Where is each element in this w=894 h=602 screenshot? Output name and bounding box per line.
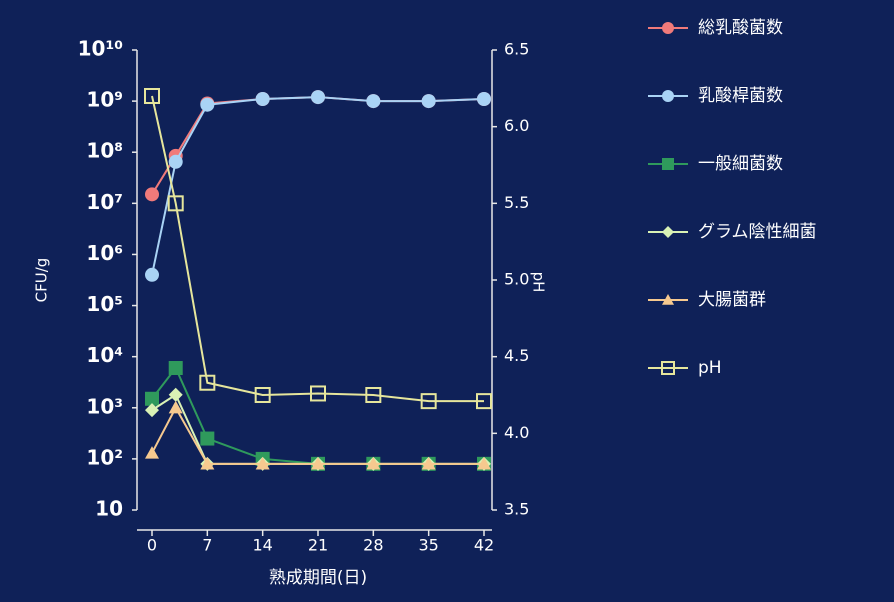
y2-tick-label: 5.5 xyxy=(504,193,529,212)
data-point xyxy=(145,446,159,459)
data-point xyxy=(477,456,491,470)
legend-label: pH xyxy=(698,358,722,378)
series-line xyxy=(151,405,484,465)
y2-axis-label: pH xyxy=(530,272,548,293)
y-tick-label: 10⁶ xyxy=(86,241,123,265)
y2-tick-label: 6.0 xyxy=(504,116,529,135)
y-tick-label: 10⁴ xyxy=(86,343,123,367)
y-tick-label: 10 xyxy=(95,497,123,521)
series-line xyxy=(151,95,484,403)
series-line xyxy=(151,96,485,195)
data-point xyxy=(477,91,491,106)
data-point xyxy=(168,400,183,414)
x-tick-label: 35 xyxy=(418,536,438,555)
data-point xyxy=(310,385,326,402)
series-line xyxy=(151,96,485,275)
legend-marker xyxy=(662,226,674,238)
legend-marker xyxy=(662,158,674,170)
data-point xyxy=(168,154,183,169)
data-point xyxy=(255,91,270,106)
x-tick-label: 7 xyxy=(202,536,212,555)
data-point xyxy=(200,456,215,470)
x-tick-label: 0 xyxy=(147,536,157,555)
legend-label: 乳酸桿菌数 xyxy=(698,86,783,106)
data-point xyxy=(200,431,215,446)
y-tick-label: 10⁹ xyxy=(86,88,123,112)
data-point xyxy=(311,90,325,105)
legend-marker xyxy=(662,90,674,102)
y-tick-label: 10⁸ xyxy=(86,139,123,163)
y2-tick-label: 4.0 xyxy=(504,423,529,442)
data-point xyxy=(144,88,160,104)
y-tick-label: 10⁵ xyxy=(86,292,123,316)
y2-tick-label: 3.5 xyxy=(504,500,529,519)
data-point xyxy=(476,393,492,410)
y-tick-label: 10³ xyxy=(86,394,123,418)
data-point xyxy=(311,456,325,470)
data-point xyxy=(421,94,436,109)
data-point xyxy=(255,456,270,470)
x-tick-label: 21 xyxy=(308,536,328,555)
legend-marker xyxy=(662,22,674,34)
legend-label: グラム陰性細菌 xyxy=(698,222,817,242)
y-tick-label: 10² xyxy=(86,445,123,469)
data-point xyxy=(200,97,215,112)
y-tick-label: 10⁷ xyxy=(86,190,123,214)
data-point xyxy=(168,361,183,376)
data-point xyxy=(421,456,436,470)
x-tick-label: 14 xyxy=(252,536,272,555)
y-tick-label: 10¹⁰ xyxy=(78,37,123,61)
data-point xyxy=(145,391,159,406)
x-tick-label: 42 xyxy=(474,536,494,555)
legend-marker xyxy=(661,361,675,375)
data-point xyxy=(145,403,159,418)
data-point xyxy=(366,456,381,470)
y2-tick-label: 5.0 xyxy=(504,270,529,289)
legend-label: 一般細菌数 xyxy=(698,154,783,174)
data-point xyxy=(366,94,381,109)
legend-label: 大腸菌群 xyxy=(698,290,766,310)
data-point xyxy=(199,374,216,391)
data-point xyxy=(420,393,437,410)
data-point xyxy=(168,387,183,402)
x-axis-label: 熟成期間(日) xyxy=(269,567,367,588)
data-point xyxy=(167,195,184,212)
legend-label: 総乳酸菌数 xyxy=(698,18,783,38)
data-point xyxy=(254,387,271,403)
y2-tick-label: 4.5 xyxy=(504,346,529,365)
data-point xyxy=(145,267,159,282)
data-point xyxy=(145,187,159,202)
x-tick-label: 28 xyxy=(363,536,383,555)
data-point xyxy=(365,387,382,403)
legend-marker xyxy=(662,294,674,305)
y2-tick-label: 6.5 xyxy=(504,40,529,59)
y-axis-label: CFU/g xyxy=(33,258,51,303)
